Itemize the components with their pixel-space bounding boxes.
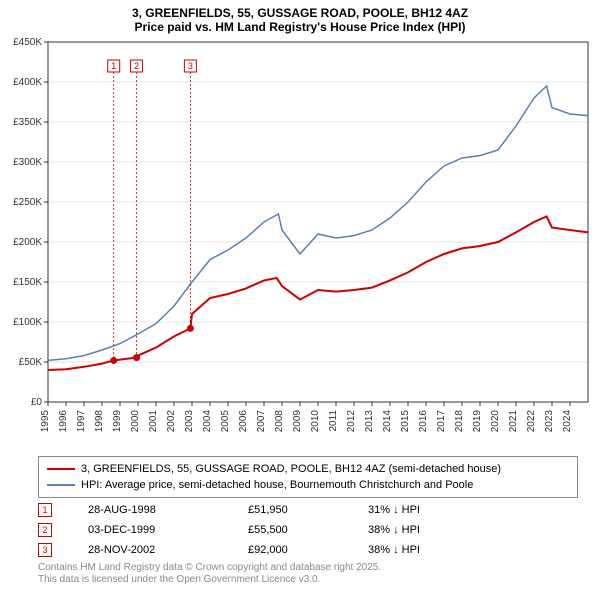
svg-text:2014: 2014 [382, 410, 393, 433]
svg-text:2022: 2022 [526, 410, 537, 433]
legend-label: 3, GREENFIELDS, 55, GUSSAGE ROAD, POOLE,… [81, 463, 501, 475]
svg-text:£250K: £250K [13, 197, 42, 208]
markers-table: 1 28-AUG-1998£51,95031% ↓ HPI 2 03-DEC-1999… [38, 500, 488, 560]
svg-text:1997: 1997 [76, 410, 87, 433]
svg-text:2010: 2010 [310, 410, 321, 433]
svg-text:2015: 2015 [400, 410, 411, 433]
legend-swatch [47, 484, 75, 486]
svg-text:2005: 2005 [220, 410, 231, 433]
svg-text:£300K: £300K [13, 157, 42, 168]
svg-text:£400K: £400K [13, 77, 42, 88]
marker-date: 03-DEC-1999 [88, 524, 248, 536]
svg-text:2024: 2024 [562, 410, 573, 433]
marker-number-icon: 1 [38, 503, 52, 517]
svg-text:2021: 2021 [508, 410, 519, 433]
svg-text:£50K: £50K [19, 357, 43, 368]
marker-pct: 38% ↓ HPI [368, 524, 488, 536]
legend-item: HPI: Average price, semi-detached house,… [47, 477, 569, 493]
marker-row: 3 28-NOV-2002£92,00038% ↓ HPI [38, 540, 488, 560]
svg-text:2008: 2008 [274, 410, 285, 433]
svg-text:2019: 2019 [472, 410, 483, 433]
attribution-line: Contains HM Land Registry data © Crown c… [38, 562, 381, 574]
svg-text:2016: 2016 [418, 410, 429, 433]
attribution-line: This data is licensed under the Open Gov… [38, 574, 381, 586]
svg-text:£0: £0 [31, 397, 43, 408]
svg-text:£450K: £450K [13, 37, 42, 48]
marker-price: £55,500 [248, 524, 368, 536]
svg-text:2011: 2011 [328, 410, 339, 432]
svg-text:1996: 1996 [58, 410, 69, 433]
svg-text:2017: 2017 [436, 410, 447, 433]
svg-text:£150K: £150K [13, 277, 42, 288]
marker-pct: 38% ↓ HPI [368, 544, 488, 556]
svg-text:1995: 1995 [40, 410, 51, 433]
chart-svg: £0 £50K £100K £150K £200K £250K £300K £350K £400… [0, 0, 600, 452]
marker-number-icon: 2 [38, 523, 52, 537]
svg-text:£100K: £100K [13, 317, 42, 328]
marker-price: £51,950 [248, 504, 368, 516]
marker-price: £92,000 [248, 544, 368, 556]
svg-text:3: 3 [188, 61, 193, 71]
svg-text:2006: 2006 [238, 410, 249, 433]
svg-text:£350K: £350K [13, 117, 42, 128]
svg-text:2012: 2012 [346, 410, 357, 433]
marker-number-icon: 3 [38, 543, 52, 557]
legend-swatch [47, 468, 75, 470]
marker-date: 28-NOV-2002 [88, 544, 248, 556]
svg-text:2002: 2002 [166, 410, 177, 433]
svg-text:2: 2 [134, 61, 139, 71]
legend: 3, GREENFIELDS, 55, GUSSAGE ROAD, POOLE,… [38, 456, 578, 498]
svg-text:2001: 2001 [148, 410, 159, 433]
chart-container: 3, GREENFIELDS, 55, GUSSAGE ROAD, POOLE,… [0, 0, 600, 590]
marker-date: 28-AUG-1998 [88, 504, 248, 516]
svg-text:1: 1 [111, 61, 116, 71]
marker-row: 2 03-DEC-1999£55,50038% ↓ HPI [38, 520, 488, 540]
svg-text:2007: 2007 [256, 410, 267, 433]
svg-text:2003: 2003 [184, 410, 195, 433]
svg-text:2000: 2000 [130, 410, 141, 433]
svg-text:1999: 1999 [112, 410, 123, 433]
svg-text:2009: 2009 [292, 410, 303, 433]
attribution: Contains HM Land Registry data © Crown c… [38, 562, 381, 586]
svg-text:2004: 2004 [202, 410, 213, 433]
marker-pct: 31% ↓ HPI [368, 504, 488, 516]
svg-text:2013: 2013 [364, 410, 375, 433]
svg-text:2018: 2018 [454, 410, 465, 433]
svg-text:£200K: £200K [13, 237, 42, 248]
svg-text:1998: 1998 [94, 410, 105, 433]
svg-text:2023: 2023 [544, 410, 555, 433]
marker-row: 1 28-AUG-1998£51,95031% ↓ HPI [38, 500, 488, 520]
legend-label: HPI: Average price, semi-detached house,… [81, 479, 473, 491]
legend-item: 3, GREENFIELDS, 55, GUSSAGE ROAD, POOLE,… [47, 461, 569, 477]
svg-text:2020: 2020 [490, 410, 501, 433]
